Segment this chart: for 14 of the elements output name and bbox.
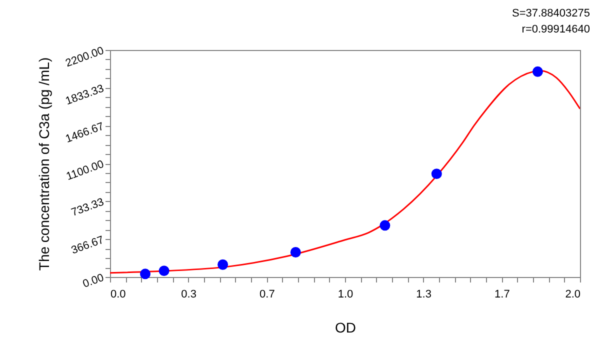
x-tick-label: 0.7 xyxy=(260,288,275,300)
x-tick-label: 1.3 xyxy=(416,288,432,300)
x-tick-label: 0.3 xyxy=(181,288,196,300)
x-tick-label: 2.0 xyxy=(565,288,580,300)
y-axis-title: The concentration of C3a (pg /mL) xyxy=(36,57,52,271)
y-tick-label: 0.00 xyxy=(81,272,106,290)
x-tick-label: 0.0 xyxy=(110,288,126,300)
x-tick-label: 1.7 xyxy=(494,288,510,300)
text: S=37.88403275 xyxy=(512,7,590,20)
text: r=0.99914640 xyxy=(522,23,590,36)
x-axis-title: OD xyxy=(335,320,356,336)
y-tick-label: 733.33 xyxy=(70,196,106,219)
y-tick-label: 366.67 xyxy=(70,234,106,257)
x-tick-label: 1.0 xyxy=(338,288,354,300)
